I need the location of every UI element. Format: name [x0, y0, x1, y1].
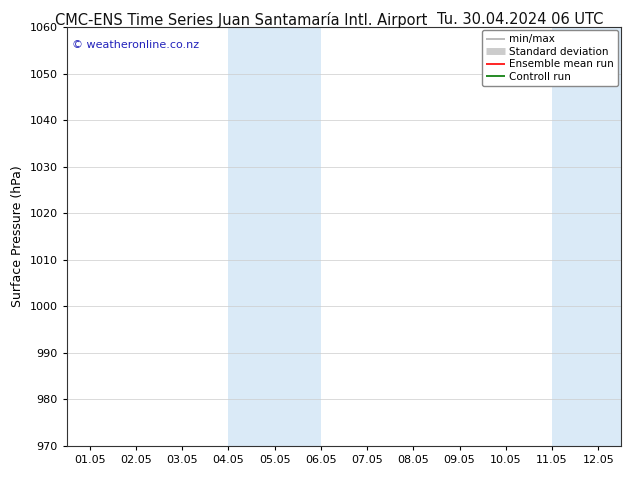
Bar: [552, 27, 634, 446]
Text: © weatheronline.co.nz: © weatheronline.co.nz: [72, 40, 199, 49]
Text: Tu. 30.04.2024 06 UTC: Tu. 30.04.2024 06 UTC: [437, 12, 603, 27]
Bar: [228, 27, 321, 446]
Legend: min/max, Standard deviation, Ensemble mean run, Controll run: min/max, Standard deviation, Ensemble me…: [482, 30, 618, 86]
Y-axis label: Surface Pressure (hPa): Surface Pressure (hPa): [11, 166, 24, 307]
Text: CMC-ENS Time Series Juan Santamaría Intl. Airport: CMC-ENS Time Series Juan Santamaría Intl…: [55, 12, 427, 28]
